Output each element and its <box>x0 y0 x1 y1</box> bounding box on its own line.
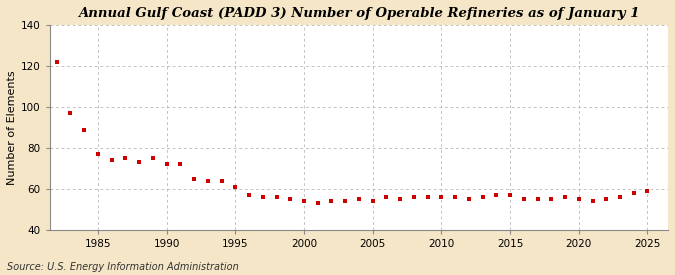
Point <box>65 111 76 116</box>
Point <box>367 199 378 203</box>
Point <box>202 178 213 183</box>
Point <box>230 185 241 189</box>
Point <box>601 197 612 201</box>
Point <box>285 197 296 201</box>
Point <box>491 193 502 197</box>
Point <box>92 152 103 156</box>
Title: Annual Gulf Coast (PADD 3) Number of Operable Refineries as of January 1: Annual Gulf Coast (PADD 3) Number of Ope… <box>78 7 640 20</box>
Point <box>573 197 584 201</box>
Point <box>271 195 282 199</box>
Y-axis label: Number of Elements: Number of Elements <box>7 70 17 185</box>
Point <box>546 197 557 201</box>
Point <box>175 162 186 167</box>
Point <box>189 177 200 181</box>
Point <box>450 195 460 199</box>
Point <box>106 158 117 163</box>
Point <box>161 162 172 167</box>
Point <box>244 193 254 197</box>
Point <box>354 197 364 201</box>
Point <box>628 191 639 195</box>
Point <box>134 160 144 164</box>
Point <box>436 195 447 199</box>
Point <box>518 197 529 201</box>
Point <box>326 199 337 203</box>
Point <box>614 195 625 199</box>
Point <box>381 195 392 199</box>
Point <box>148 156 159 160</box>
Point <box>79 127 90 132</box>
Point <box>587 199 598 203</box>
Point <box>532 197 543 201</box>
Point <box>257 195 268 199</box>
Point <box>340 199 350 203</box>
Point <box>395 197 406 201</box>
Point <box>51 60 62 64</box>
Point <box>216 178 227 183</box>
Point <box>423 195 433 199</box>
Point <box>313 201 323 205</box>
Point <box>408 195 419 199</box>
Point <box>298 199 309 203</box>
Point <box>505 193 516 197</box>
Point <box>560 195 570 199</box>
Point <box>120 156 131 160</box>
Text: Source: U.S. Energy Information Administration: Source: U.S. Energy Information Administ… <box>7 262 238 272</box>
Point <box>477 195 488 199</box>
Point <box>464 197 475 201</box>
Point <box>642 189 653 193</box>
